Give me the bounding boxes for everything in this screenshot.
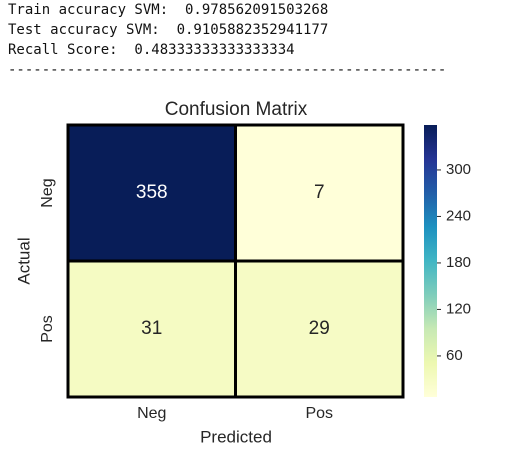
colorbar-tick-label: 300	[446, 161, 471, 178]
y-axis-label: Actual	[14, 237, 33, 284]
cell-label: 29	[309, 318, 330, 339]
heatmap-cell	[234, 123, 405, 263]
x-tick-label: Pos	[305, 405, 333, 422]
x-axis-label: Predicted	[200, 427, 272, 446]
cell-label: 7	[314, 182, 325, 203]
colorbar-tick-label: 180	[446, 254, 471, 271]
colorbar-tick-label: 60	[446, 347, 463, 364]
y-tick-label: Neg	[39, 178, 56, 207]
plot-frame	[66, 123, 405, 399]
heatmap-cell	[66, 259, 237, 399]
colorbar	[424, 125, 437, 397]
x-tick-label: Neg	[137, 405, 166, 422]
cell-label: 31	[141, 318, 162, 339]
y-tick-label: Pos	[39, 315, 56, 343]
colorbar-tick-label: 240	[446, 207, 471, 224]
cell-label: 358	[136, 182, 168, 203]
colorbar-tick-label: 120	[446, 300, 471, 317]
console-line: Recall Score: 0.48333333333333334	[8, 42, 295, 58]
console-separator: ----------------------------------------…	[8, 62, 447, 78]
chart-title: Confusion Matrix	[165, 99, 308, 120]
console-line: Train accuracy SVM: 0.978562091503268	[8, 2, 329, 18]
console-line: Test accuracy SVM: 0.9105882352941177	[8, 22, 329, 38]
